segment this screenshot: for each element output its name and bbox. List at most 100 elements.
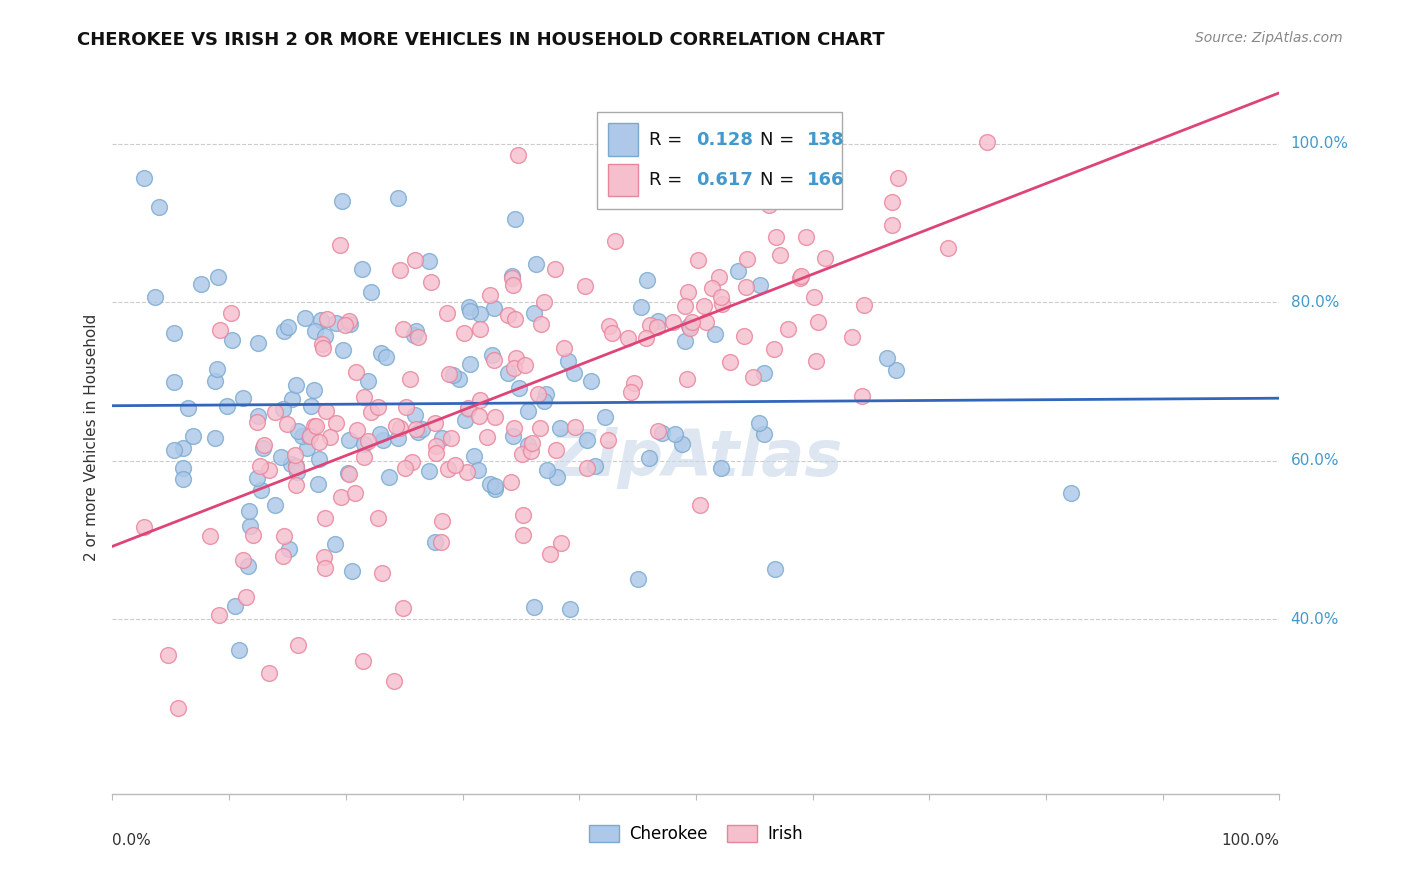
- Text: 138: 138: [807, 130, 845, 148]
- Point: [482, 301, 505, 315]
- Point: [166, 700, 188, 714]
- Point: [406, 425, 429, 439]
- Point: [366, 511, 388, 525]
- Point: [484, 352, 506, 367]
- Point: [285, 465, 308, 479]
- Point: [342, 565, 364, 579]
- Point: [475, 430, 498, 444]
- Point: [264, 498, 287, 512]
- Text: ZipAtlas: ZipAtlas: [550, 427, 842, 490]
- Point: [636, 272, 658, 286]
- Point: [681, 315, 703, 329]
- Point: [294, 310, 316, 325]
- Point: [623, 376, 645, 390]
- Point: [198, 529, 221, 543]
- Point: [1060, 486, 1083, 500]
- Point: [330, 490, 353, 504]
- Point: [418, 464, 440, 478]
- Point: [630, 300, 652, 314]
- Text: Source: ZipAtlas.com: Source: ZipAtlas.com: [1195, 31, 1343, 45]
- Point: [523, 306, 546, 320]
- Point: [314, 560, 336, 574]
- Point: [529, 318, 551, 332]
- Text: 100.0%: 100.0%: [1222, 833, 1279, 847]
- Point: [765, 230, 787, 244]
- Point: [807, 315, 830, 329]
- Text: CHEROKEE VS IRISH 2 OR MORE VEHICLES IN HOUSEHOLD CORRELATION CHART: CHEROKEE VS IRISH 2 OR MORE VEHICLES IN …: [77, 31, 884, 49]
- Point: [468, 307, 491, 321]
- Point: [502, 278, 524, 293]
- Text: 0.0%: 0.0%: [112, 833, 152, 847]
- Point: [457, 301, 479, 315]
- Point: [662, 314, 685, 328]
- Point: [579, 374, 602, 388]
- Point: [696, 128, 718, 143]
- Point: [600, 326, 623, 340]
- Point: [449, 372, 471, 386]
- Point: [404, 253, 426, 268]
- Point: [709, 269, 731, 284]
- Point: [337, 467, 360, 481]
- Point: [478, 477, 501, 491]
- Point: [598, 319, 620, 334]
- Point: [778, 322, 800, 336]
- Text: R =: R =: [650, 130, 689, 148]
- Point: [315, 403, 337, 417]
- Point: [319, 430, 342, 444]
- Point: [298, 429, 321, 443]
- Point: [357, 374, 380, 388]
- Point: [323, 536, 346, 550]
- Point: [378, 469, 401, 483]
- Point: [536, 463, 558, 477]
- Point: [502, 420, 524, 434]
- Point: [512, 528, 534, 542]
- Point: [387, 191, 409, 205]
- Point: [277, 542, 299, 557]
- Point: [503, 311, 526, 326]
- Point: [803, 290, 825, 304]
- Point: [763, 343, 786, 357]
- Point: [512, 508, 534, 523]
- Point: [503, 360, 526, 375]
- Point: [437, 462, 460, 476]
- Point: [741, 369, 763, 384]
- Point: [458, 304, 481, 318]
- Point: [314, 550, 336, 565]
- Point: [463, 449, 485, 463]
- Point: [208, 323, 231, 337]
- Point: [508, 381, 530, 395]
- Point: [221, 333, 243, 347]
- Point: [748, 416, 770, 430]
- Point: [336, 466, 359, 480]
- Point: [430, 514, 453, 528]
- Point: [284, 459, 307, 474]
- Point: [304, 418, 326, 433]
- Point: [686, 253, 709, 268]
- Point: [204, 374, 226, 388]
- Point: [769, 248, 792, 262]
- Point: [307, 476, 329, 491]
- Text: 60.0%: 60.0%: [1291, 453, 1339, 468]
- Point: [395, 400, 418, 414]
- Point: [645, 319, 668, 334]
- Point: [325, 316, 347, 330]
- Point: [441, 368, 464, 383]
- Point: [710, 297, 733, 311]
- Point: [457, 401, 479, 415]
- Point: [420, 276, 443, 290]
- Point: [273, 529, 295, 543]
- Point: [510, 447, 533, 461]
- Point: [370, 346, 392, 360]
- Point: [689, 498, 711, 512]
- Point: [679, 321, 702, 335]
- Point: [593, 410, 616, 425]
- Point: [546, 470, 568, 484]
- Point: [673, 299, 696, 313]
- Point: [402, 328, 425, 343]
- Point: [246, 335, 269, 350]
- Point: [299, 399, 322, 413]
- Point: [215, 399, 238, 413]
- Point: [544, 261, 567, 276]
- Point: [330, 194, 353, 208]
- Point: [177, 401, 200, 415]
